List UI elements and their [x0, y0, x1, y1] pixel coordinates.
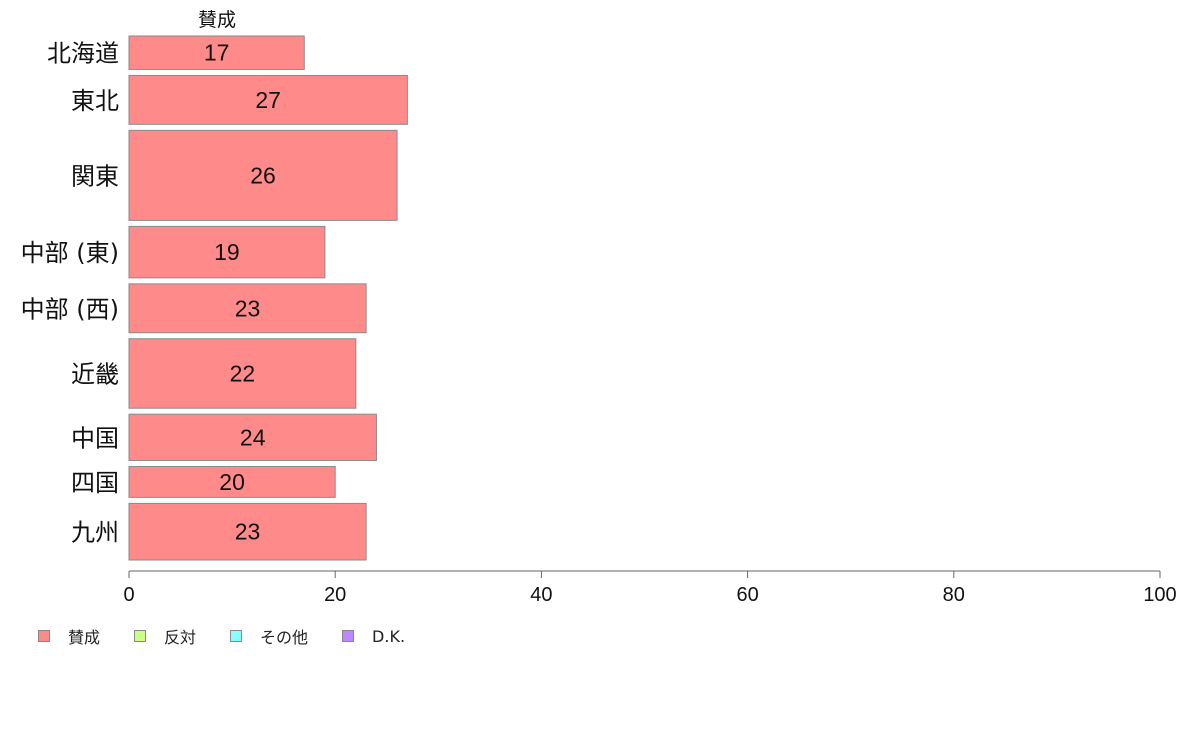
legend-label: D.K.	[372, 626, 406, 646]
legend-swatch	[134, 630, 147, 642]
column-header: 賛成	[198, 9, 236, 31]
legend-swatch	[230, 630, 243, 642]
x-tick-label: 20	[324, 584, 346, 606]
legend: 賛成 反対 その他 D.K.	[38, 624, 439, 648]
bar-value-label: 23	[235, 295, 261, 321]
x-tick-label: 40	[530, 584, 552, 606]
category-label: 関東	[71, 162, 119, 190]
x-tick-label: 80	[943, 584, 965, 606]
bar-3	[128, 225, 326, 279]
legend-item: その他	[230, 624, 308, 648]
category-label: 東北	[71, 87, 119, 115]
bars-layer: 17 北海道 27 東北 26 関東 19 中部 (東) 23 中部 (西) 22 近畿 24 中国 20 四…	[21, 35, 408, 561]
bar-value-label: 22	[230, 360, 256, 386]
bar-4	[128, 283, 367, 334]
legend-item: 反対	[134, 624, 196, 648]
bar-2	[128, 129, 398, 221]
bar-value-label: 17	[204, 40, 230, 66]
x-tick-label: 0	[123, 584, 134, 606]
bar-1	[128, 74, 408, 125]
bar-value-label: 20	[219, 469, 245, 495]
legend-swatch	[342, 630, 355, 642]
legend-label: 賛成	[68, 628, 101, 647]
bar-5	[128, 338, 357, 409]
category-label: 北海道	[47, 40, 119, 68]
category-label: 四国	[71, 469, 119, 497]
bar-value-label: 27	[255, 87, 281, 113]
legend-swatch	[38, 630, 50, 642]
legend-item: 賛成	[38, 624, 100, 648]
bar-value-label: 19	[214, 239, 240, 265]
bar-0	[128, 35, 305, 70]
category-label: 近畿	[71, 360, 119, 388]
legend-item: D.K.	[342, 627, 405, 646]
x-axis: 0 20 40 60 80 100	[123, 570, 1177, 606]
bar-value-label: 24	[240, 424, 266, 450]
bar-value-label: 26	[250, 162, 276, 188]
category-label: 九州	[71, 519, 119, 547]
category-label: 中部 (東)	[21, 239, 119, 267]
category-label: 中国	[71, 424, 119, 452]
legend-label: 反対	[164, 628, 197, 647]
x-tick-label: 100	[1143, 584, 1176, 606]
bar-8	[128, 502, 367, 561]
bar-7	[128, 466, 336, 498]
category-label: 中部 (西)	[21, 295, 119, 323]
x-tick-label: 60	[736, 584, 758, 606]
bar-6	[128, 413, 377, 462]
bar-value-label: 23	[235, 519, 261, 545]
legend-label: その他	[260, 628, 309, 647]
